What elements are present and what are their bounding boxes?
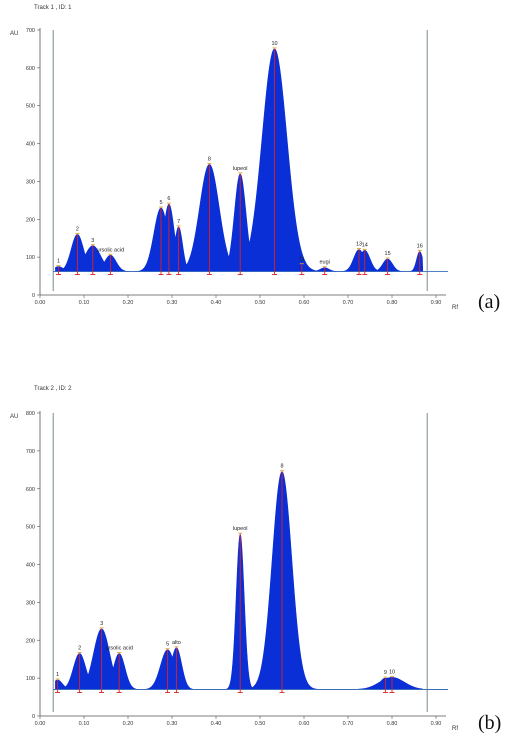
x-tick-label: 0.60 [299,300,310,306]
x-tick-label: 0.80 [387,300,398,306]
peak-label: ursolic acid [105,646,133,652]
peak-label: 3 [100,621,103,627]
x-tick-label: 0.10 [79,300,90,306]
peak-label: 14 [362,242,368,248]
y-tick-label: 400 [26,142,35,148]
peak-label: 5 [159,200,162,206]
y-tick-label: 700 [26,449,35,455]
peak-label: 10 [271,41,277,47]
peak-label: ursolic acid [97,247,125,253]
y-tick-label: 400 [26,563,35,569]
y-tick-label: 700 [26,28,35,34]
y-tick-label: 300 [26,179,35,185]
peak-label: eugi [319,260,329,266]
x-tick-label: 0.50 [255,721,266,727]
x-tick-label: 0.10 [79,721,90,727]
density-area [55,472,422,690]
x-tick-label: 0.40 [211,721,222,727]
y-tick-label: 500 [26,525,35,531]
peak-label: 1 [56,672,59,678]
peak-label: 16 [417,243,423,249]
peak-label: 6 [167,196,170,202]
x-axis-label: Rf [452,726,458,732]
x-tick-label: 0.40 [211,300,222,306]
chromatogram-b: 0 100 200 300 400 500 600 700 800 0.00 0.10 0.20 0.3… [0,380,460,740]
x-tick-label: 0.00 [35,721,46,727]
peak-label: 5 [166,642,169,648]
y-axis-label: AU [10,414,18,420]
peak-label: 1 [57,259,60,265]
peak-label: 8 [208,156,211,162]
chromatogram-a: 0 100 200 300 400 500 600 700 0.00 0.10 0.20 0.30 0.… [0,0,460,320]
peak-label: 7 [177,219,180,225]
x-tick-label: 0.80 [387,721,398,727]
x-tick-label: 0.20 [123,300,134,306]
chromatogram-panel-a: Track 1 , ID: 1 0 100 200 300 400 500 600 700 0.… [0,0,518,320]
x-tick-label: 0.60 [299,721,310,727]
peak-label: 3 [91,238,94,244]
peak-label: 9 [384,670,387,676]
y-tick-label: 0 [32,714,35,720]
chromatogram-panel-b: Track 2 , ID: 2 0 100 200 300 400 500 600 700 80… [0,380,518,740]
x-tick-label: 0.00 [35,300,46,306]
y-axis-label: AU [10,31,18,37]
x-tick-label: 0.70 [343,300,354,306]
y-tick-label: 800 [26,411,35,417]
y-tick-label: 600 [26,66,35,72]
y-tick-label: 100 [26,255,35,261]
peak-label: 8 [280,464,283,470]
y-tick-label: 0 [32,293,35,299]
x-tick-label: 0.30 [167,721,178,727]
panel-label-a: (a) [478,291,500,314]
peak-label: lupeol [233,166,248,172]
y-tick-label: 200 [26,638,35,644]
y-tick-label: 100 [26,676,35,682]
peak-label: 11 [299,257,305,263]
x-tick-label: 0.20 [123,721,134,727]
y-tick-label: 500 [26,104,35,110]
peak-label: 2 [78,646,81,652]
y-tick-label: 200 [26,217,35,223]
x-tick-label: 0.90 [431,300,442,306]
x-tick-label: 0.90 [431,721,442,727]
x-tick-label: 0.70 [343,721,354,727]
peak-label: alto [172,640,181,646]
peak-label: 2 [76,226,79,232]
y-tick-label: 300 [26,600,35,606]
x-axis-label: Rf [452,305,458,311]
x-tick-label: 0.30 [167,300,178,306]
density-area [55,49,422,272]
peak-label: 10 [389,669,395,675]
x-tick-label: 0.50 [255,300,266,306]
peak-label: lupeol [233,526,248,532]
panel-label-b: (b) [478,712,501,735]
peak-label: 15 [385,251,391,257]
y-tick-label: 600 [26,487,35,493]
